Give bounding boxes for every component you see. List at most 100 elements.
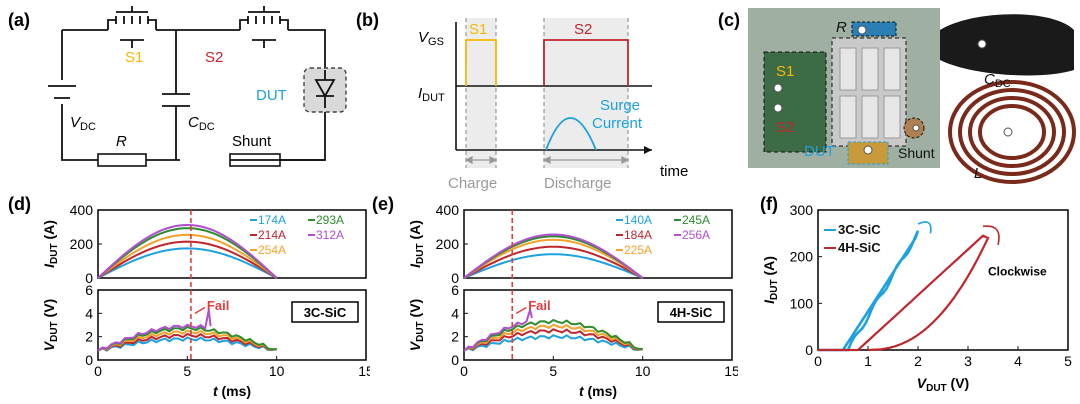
charge-region <box>466 18 496 168</box>
voltage-series-245A <box>463 318 643 352</box>
x-tick-label: 15 <box>358 363 370 379</box>
panel-c-letter: (c) <box>718 10 740 30</box>
voltage-series-225A <box>463 323 643 352</box>
label-r: R <box>836 19 847 36</box>
panel-f-chart: (f) 0 1 2 3 4 5 0 100 200 300 IDUT (A) VDUT (V) 3C-S… <box>760 194 1072 394</box>
x-tick-label: 10 <box>635 363 651 379</box>
loop-series-4H-SiC <box>818 234 990 352</box>
surge-curve <box>545 117 597 151</box>
clockwise-label: Clockwise <box>988 264 1047 278</box>
legend-label-312A: 312A <box>316 228 344 242</box>
panel-e-letter: (e) <box>372 194 394 214</box>
current-series-256A <box>463 233 644 279</box>
s2-pulse <box>543 39 629 86</box>
panel-f-letter: (f) <box>760 194 778 214</box>
voltage-series-256A <box>463 305 533 352</box>
label-s2: S2 <box>574 21 592 38</box>
plot-frame <box>817 209 1069 351</box>
fail-label: Fail <box>528 298 550 313</box>
voltage-series-254A <box>97 329 277 352</box>
label-charge: Charge <box>448 175 497 192</box>
x-axis-label: VDUT (V) <box>917 375 969 394</box>
y-tick-label-bottom: 0 <box>85 352 93 368</box>
label-s1: S1 <box>125 49 143 66</box>
label-current: Current <box>592 115 643 132</box>
legend-label-3C-SiC: 3C-SiC <box>838 222 881 237</box>
x-tick-label: 5 <box>183 363 191 379</box>
legend-label-4H-SiC: 4H-SiC <box>838 240 881 255</box>
current-series-293A <box>97 227 278 279</box>
y-tick-label-top: 400 <box>70 202 94 218</box>
legend-label-225A: 225A <box>624 243 652 257</box>
y-axis-label-top: IDUT (A) <box>41 220 60 268</box>
legend-label-174A: 174A <box>258 213 286 227</box>
y-tick-label: 0 <box>805 342 813 358</box>
y-tick-label-top: 200 <box>70 236 94 252</box>
capacitor-cdc <box>940 14 1074 76</box>
label-discharge: Discharge <box>544 175 612 192</box>
label-shunt: Shunt <box>232 133 272 150</box>
label-l: L <box>974 165 982 182</box>
voltage-series-184A <box>463 328 643 352</box>
panel-c-photo: (c) R S1 S2 CDC DUT Shunt L <box>718 8 1076 184</box>
y-axis-label-bottom: VDUT (V) <box>41 299 60 351</box>
y-tick-label-bottom: 0 <box>451 352 459 368</box>
voltage-series-140A <box>463 334 643 352</box>
y-tick-label: 300 <box>790 202 814 218</box>
gate-driver-board <box>763 51 827 153</box>
y-axis-label-top: IDUT (A) <box>407 220 426 268</box>
panel-a-circuit: (a) S1 S2 VDC CDC DUT R Shunt <box>8 6 347 167</box>
plot-frame-bottom <box>97 289 367 361</box>
label-r: R <box>116 133 127 150</box>
voltage-series-174A <box>97 336 277 352</box>
y-tick-label-bottom: 2 <box>451 329 459 345</box>
label-vdc: VDC <box>70 114 96 133</box>
label-idut: IDUT <box>418 85 445 104</box>
voltage-series-214A <box>97 332 277 352</box>
x-tick-label: 3 <box>964 353 972 369</box>
s1-pulse <box>465 39 497 86</box>
panel-b-timing: (b) VGS IDUT S1 S2 Surge Current time Ch… <box>356 10 688 192</box>
x-tick-label: 5 <box>549 363 557 379</box>
panel-d-letter: (d) <box>8 194 31 214</box>
voltage-series-312A <box>97 309 212 352</box>
panel-d-chart: (d) 0 5 10 15 0 200 400 0 2 4 6 IDUT (A) VDUT (V) t (… <box>8 194 370 399</box>
legend-label-184A: 184A <box>624 228 652 242</box>
x-tick-label: 0 <box>94 363 102 379</box>
x-tick-label: 0 <box>814 353 822 369</box>
y-axis-label: IDUT (A) <box>761 256 780 304</box>
label-s1: S1 <box>776 63 794 80</box>
dut-box <box>303 67 347 113</box>
label-cdc: CDC <box>984 71 1011 90</box>
x-tick-label: 10 <box>269 363 285 379</box>
y-tick-label-top: 400 <box>436 202 460 218</box>
y-tick-label-bottom: 2 <box>85 329 93 345</box>
loop-series-3C-SiC <box>818 230 920 352</box>
current-series-184A <box>463 245 644 279</box>
x-tick-label: 2 <box>914 353 922 369</box>
label-time: time <box>660 163 688 180</box>
current-series-225A <box>463 238 644 279</box>
voltage-series-293A <box>97 325 277 352</box>
label-vgs: VGS <box>418 29 444 48</box>
y-tick-label-bottom: 4 <box>85 305 93 321</box>
y-tick-label-bottom: 6 <box>451 282 459 298</box>
legend-label-293A: 293A <box>316 213 344 227</box>
clockwise-arrow-4H <box>982 225 1000 246</box>
legend-label-254A: 254A <box>258 243 286 257</box>
legend-label-214A: 214A <box>258 228 286 242</box>
x-tick-label: 1 <box>864 353 872 369</box>
y-tick-label-bottom: 6 <box>85 282 93 298</box>
x-axis-label: t (ms) <box>579 383 617 399</box>
fail-arrow <box>194 306 206 314</box>
panel-a-letter: (a) <box>8 10 30 30</box>
discharge-region <box>544 18 628 168</box>
panel-e-chart: (e) 0 5 10 15 0 200 400 0 2 4 6 IDUT (A) VDUT (V) t (… <box>372 194 738 399</box>
label-shunt: Shunt <box>898 145 935 161</box>
x-axis-label: t (ms) <box>213 383 251 399</box>
y-tick-label-top: 0 <box>85 270 93 286</box>
y-tick-label: 200 <box>790 249 814 265</box>
legend-label-245A: 245A <box>682 213 710 227</box>
y-tick-label-top: 200 <box>436 236 460 252</box>
current-series-174A <box>97 247 278 279</box>
